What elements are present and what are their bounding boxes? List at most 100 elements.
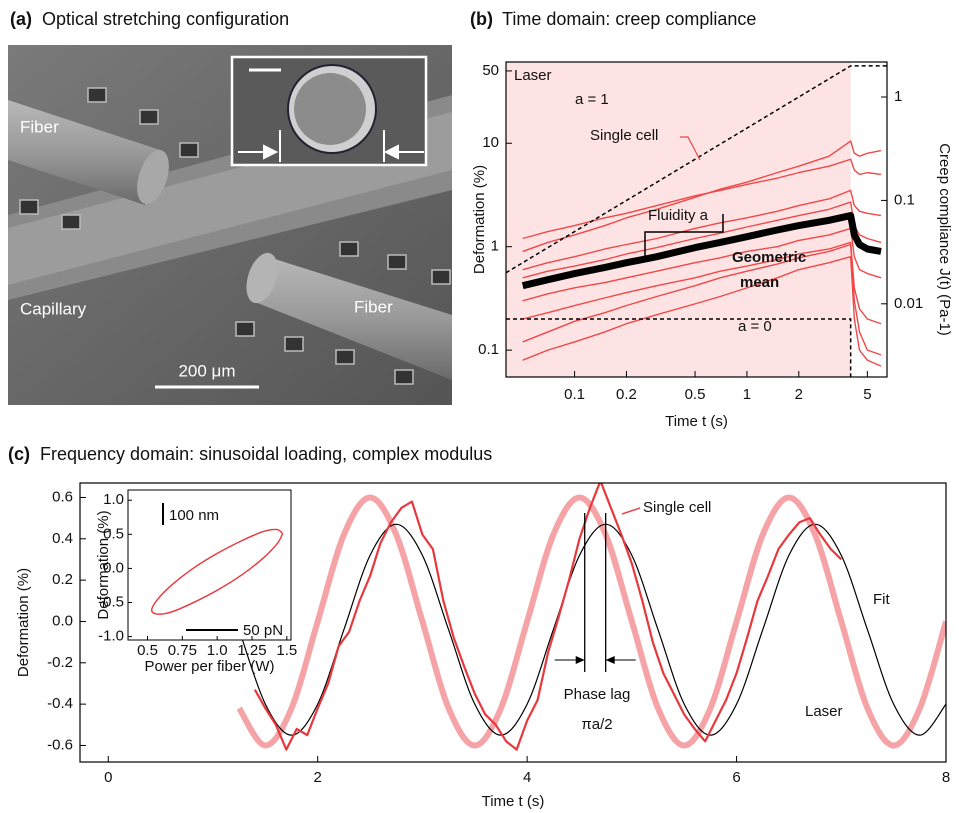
- cell-interior: [294, 73, 366, 145]
- series-label: Fit: [873, 591, 890, 608]
- y-tick-label: 1.0: [103, 491, 124, 508]
- fiber: [250, 255, 452, 380]
- x-tick-label: 1.25: [237, 642, 266, 659]
- cell-curve: [522, 140, 882, 253]
- curves: [506, 65, 887, 377]
- loop: [150, 528, 284, 615]
- y-tick-label: -0.5: [98, 593, 124, 610]
- panel-label: (b): [470, 9, 493, 29]
- annotation: Geometric: [732, 249, 806, 266]
- y-tick-label: 0.0: [103, 559, 124, 576]
- series-line: [253, 483, 843, 751]
- y-axis-label: Deformation (%): [471, 165, 488, 274]
- x-tick-label: 1: [743, 386, 751, 403]
- cell-curve: [522, 227, 882, 302]
- annotation: mean: [740, 274, 779, 291]
- fiber-end: [137, 150, 169, 204]
- scale-label: 50 pN: [243, 622, 283, 639]
- photo-label: Fiber: [20, 117, 59, 136]
- plot-frame: [79, 482, 947, 763]
- x-tick-label: 5: [863, 386, 871, 403]
- x-tick-label: 0.75: [168, 642, 197, 659]
- plot-frame: [505, 61, 888, 378]
- x-tick-label: 1.5: [276, 642, 297, 659]
- x-axis-label: Time t (s): [665, 413, 728, 430]
- panel-title: Optical stretching configuration: [42, 9, 289, 29]
- x-tick-label: 1.0: [207, 642, 228, 659]
- series-label: Single cell: [643, 499, 711, 516]
- y-tick-label: 0.2: [52, 571, 73, 588]
- cell-curve: [522, 189, 882, 271]
- y-axis-label: Deformation (%): [95, 510, 112, 619]
- panel-title: Time domain: creep compliance: [502, 9, 756, 29]
- width-arrows: [238, 130, 424, 162]
- y2-axis-label: Creep compliance J(t) (Pa-1): [936, 143, 953, 336]
- x-tick-label: 0.5: [137, 642, 158, 659]
- annotation: Phase lag: [564, 686, 631, 703]
- y-tick-label: -0.6: [47, 736, 73, 753]
- panel-label: (c): [8, 444, 30, 464]
- y-tick-label: 0.0: [52, 612, 73, 629]
- x-axis-label: Power per fiber (W): [144, 658, 274, 675]
- y-tick-label: -0.2: [47, 654, 73, 671]
- cell-curve: [522, 256, 882, 367]
- y2-tick-label: 0.1: [894, 191, 915, 208]
- x-tick-label: 0.2: [616, 386, 637, 403]
- inset-background: [128, 490, 291, 640]
- x-tick-label: 8: [942, 769, 950, 786]
- annotation: a = 1: [575, 91, 609, 108]
- x-tick-label: 0: [104, 769, 112, 786]
- plot-frame: [127, 489, 292, 641]
- panel-title: Frequency domain: sinusoidal loading, co…: [40, 444, 492, 464]
- annotation: Single cell: [590, 127, 658, 144]
- annotation: Fluidity a: [648, 207, 709, 224]
- panel-label: (a): [10, 9, 32, 29]
- y-axis-label: Deformation (%): [15, 568, 32, 677]
- y-tick-label: 0.4: [52, 530, 73, 547]
- y-tick-label: -0.4: [47, 695, 73, 712]
- cell-curve: [522, 158, 882, 240]
- leader-line: [680, 136, 701, 161]
- y-tick-label: -1.0: [98, 628, 124, 645]
- curves: [236, 483, 946, 751]
- y-tick-label: 10: [482, 134, 499, 151]
- scale-label: 200 μm: [178, 361, 235, 380]
- reference-line: [506, 318, 852, 377]
- scale-label: 100 nm: [169, 507, 219, 524]
- holes: [19, 87, 451, 385]
- fluidity-bracket: [644, 214, 724, 257]
- x-tick-label: 0.1: [564, 386, 585, 403]
- annotation: a = 0: [738, 318, 772, 335]
- y2-tick-label: 1: [894, 88, 902, 105]
- photo-label: Capillary: [20, 299, 87, 318]
- x-tick-label: 6: [732, 769, 740, 786]
- annotation: Laser: [514, 67, 552, 84]
- annotation: πa/2: [581, 716, 612, 733]
- reference-line: [506, 65, 887, 274]
- y-tick-label: 0.6: [52, 488, 73, 505]
- y2-tick-label: 0.01: [894, 295, 923, 312]
- cell-curve: [522, 241, 882, 325]
- leader-line: [621, 507, 641, 515]
- y-tick-label: 50: [482, 62, 499, 79]
- panel-a: (a) Optical stretching configuration Fib…: [8, 9, 452, 405]
- series-line: [236, 494, 946, 749]
- x-tick-label: 2: [314, 769, 322, 786]
- series-label: Laser: [805, 703, 843, 720]
- fiber: [8, 100, 160, 205]
- y-tick-label: 1: [491, 238, 499, 255]
- curves: [150, 528, 284, 615]
- arrowhead: [605, 656, 615, 664]
- y-tick-label: 0.5: [103, 525, 124, 542]
- x-tick-label: 0.5: [685, 386, 706, 403]
- x-tick-label: 4: [523, 769, 531, 786]
- series-line: [238, 523, 946, 736]
- x-axis-label: Time t (s): [482, 793, 545, 810]
- laser-shading: [506, 62, 851, 377]
- cell-curve: [522, 243, 882, 356]
- fiber-end: [246, 252, 278, 304]
- x-tick-label: 2: [795, 386, 803, 403]
- arrowhead: [575, 656, 585, 664]
- y-tick-label: 0.1: [478, 341, 499, 358]
